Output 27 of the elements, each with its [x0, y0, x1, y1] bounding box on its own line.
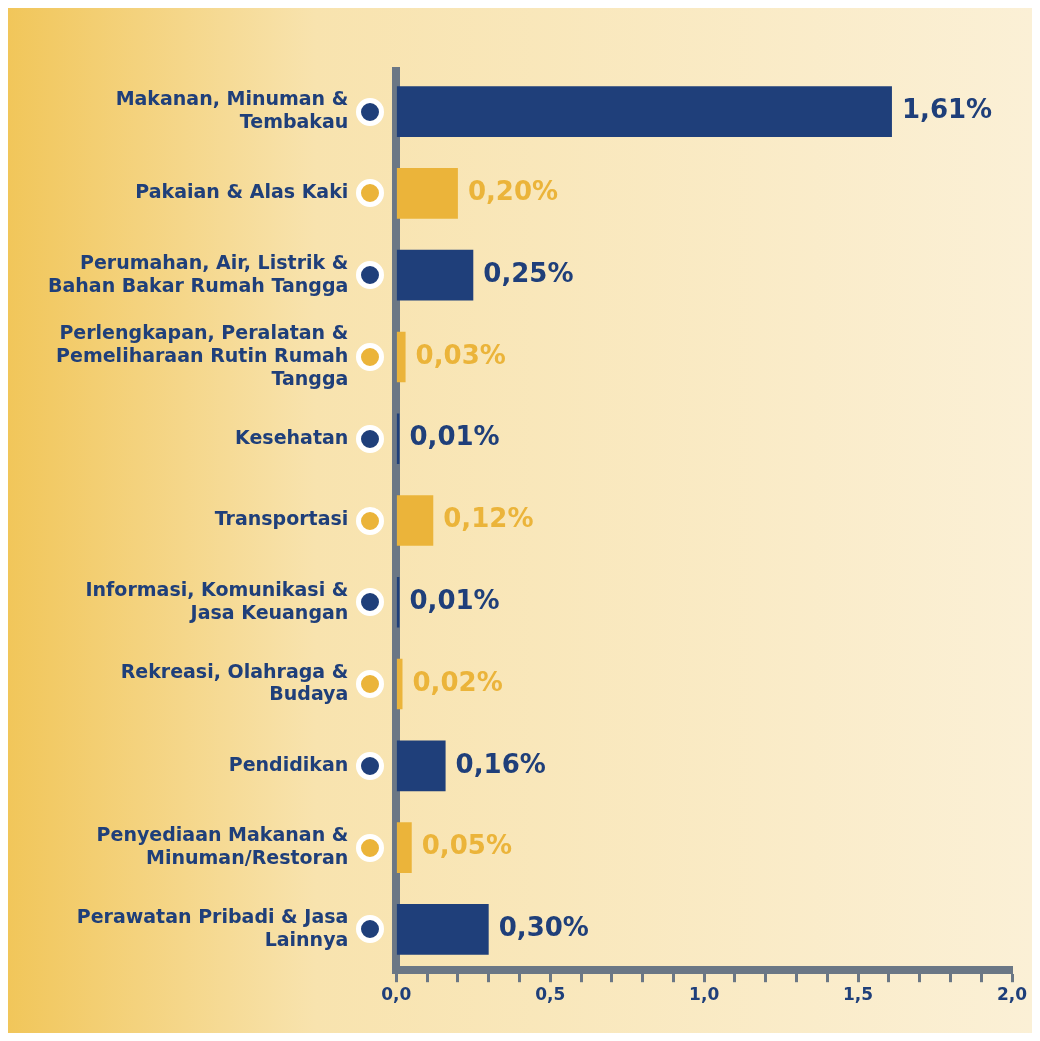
- y-tick-label: Informasi, Komunikasi & Jasa Keuangan: [85, 577, 349, 623]
- y-tick-label: Pendidikan: [228, 752, 349, 775]
- x-tick-label: 1,5: [843, 983, 874, 1004]
- data-label: 0,01%: [409, 585, 500, 616]
- x-tick-label: 1,0: [689, 983, 720, 1004]
- data-label: 0,25%: [483, 257, 574, 288]
- y-tick-label: Perawatan Pribadi & Jasa Lainnya: [76, 904, 349, 950]
- data-label: 0,20%: [467, 176, 559, 207]
- data-label: 0,12%: [443, 503, 534, 534]
- data-label: 0,16%: [455, 748, 546, 779]
- y-tick-label: Rekreasi, Olahraga & Budaya: [120, 659, 349, 705]
- y-tick-label: Perumahan, Air, Listrik & Bahan Bakar Rumah Tangga: [47, 250, 349, 296]
- x-tick-label: 2,0: [996, 983, 1028, 1004]
- y-tick-label: Makanan, Minuman & Tembakau: [115, 87, 349, 133]
- y-tick-label: Penyediaan Makanan & Minuman/Restoran: [96, 823, 349, 868]
- y-tick-label: Transportasi: [214, 507, 349, 530]
- data-label: 0,03%: [415, 339, 506, 370]
- x-tick-label: 0,0: [381, 983, 412, 1004]
- y-tick-label: Perlengkapan, Peralatan & Pemeliharaan Rutin Rumah Tangga: [56, 321, 349, 389]
- data-label: 0,05%: [421, 830, 512, 861]
- data-label: 0,01%: [409, 421, 500, 452]
- y-tick-label: Kesehatan: [235, 425, 349, 448]
- data-label: 0,02%: [412, 666, 503, 697]
- x-tick-label: 0,5: [535, 983, 566, 1004]
- data-label: 1,61%: [901, 94, 993, 125]
- y-tick-label: Pakaian & Alas Kaki: [135, 180, 349, 203]
- data-label: 0,30%: [498, 912, 589, 943]
